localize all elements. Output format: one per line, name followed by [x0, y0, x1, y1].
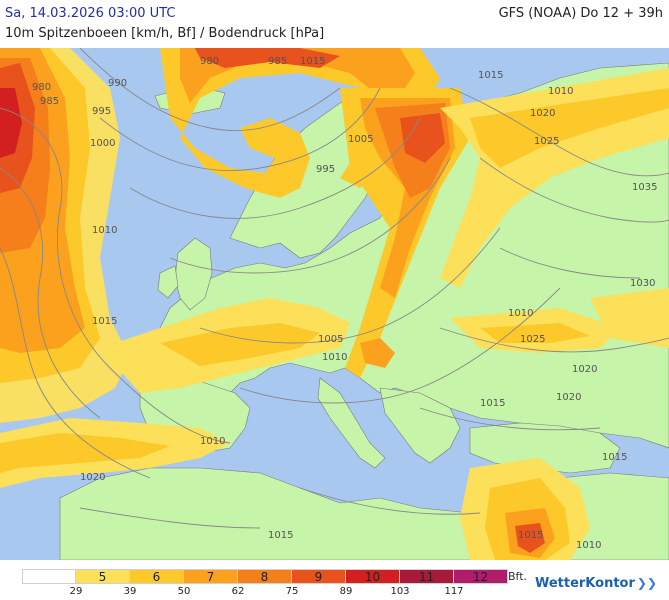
isobar-label: 1010: [92, 225, 117, 236]
wind-gust-shading: [0, 48, 669, 560]
model-run: GFS (NOAA) Do 12 + 39h: [498, 6, 663, 21]
isobar-label: 1010: [200, 436, 225, 447]
legend-tick: 75: [285, 586, 299, 597]
forecast-date: Sa, 14.03.2026 03:00 UTC: [5, 6, 176, 21]
isobar-label: 1010: [548, 86, 573, 97]
isobar-label: 1015: [268, 530, 293, 541]
isobar-label: 1015: [478, 70, 503, 81]
legend-box: 6: [130, 569, 184, 584]
legend-tick: 117: [444, 586, 464, 597]
legend-tick: 62: [231, 586, 245, 597]
isobar-label: 1015: [518, 530, 543, 541]
isobar-label: 980: [200, 56, 219, 67]
isobar-label: 1025: [520, 334, 545, 345]
isobar-label: 1015: [480, 398, 505, 409]
isobar-label: 980: [32, 82, 51, 93]
legend-tick: 89: [339, 586, 353, 597]
wind-icon: ❯❯: [636, 576, 657, 590]
map-header: Sa, 14.03.2026 03:00 UTC GFS (NOAA) Do 1…: [0, 0, 669, 46]
isobar-label: 985: [40, 96, 59, 107]
isobar-label: 990: [108, 78, 127, 89]
weather-map[interactable]: 980 985 990 995 1000 1010 1015 1020 1010…: [0, 48, 669, 560]
legend-kmh-ticks: 29 39 50 62 75 89 103 117: [22, 586, 512, 598]
isobars: [0, 48, 669, 529]
legend-box: 8: [238, 569, 292, 584]
wetterkontor-logo[interactable]: WetterKontor ❯❯: [535, 576, 657, 591]
isobar-label: 995: [316, 164, 335, 175]
legend-tick: 50: [177, 586, 191, 597]
legend-box: [22, 569, 76, 584]
legend-box: 7: [184, 569, 238, 584]
isobar-label: 1025: [534, 136, 559, 147]
isobar-label: 985: [268, 56, 287, 67]
isobar-label: 995: [92, 106, 111, 117]
isobar-label: 1020: [556, 392, 581, 403]
legend-box: 11: [400, 569, 454, 584]
brand-name: WetterKontor: [534, 576, 635, 591]
isobar-label: 1000: [90, 138, 115, 149]
gust-legend: 5 6 7 8 9 10 11 12 Bft. 29 39 50 62 75 8…: [0, 560, 669, 600]
isobar-label: 1015: [602, 452, 627, 463]
isobar-label: 1015: [300, 56, 325, 67]
isobar-label: 1010: [322, 352, 347, 363]
isobar-label: 1030: [630, 278, 655, 289]
isobar-label: 1020: [572, 364, 597, 375]
legend-tick: 39: [123, 586, 137, 597]
map-canvas: 980 985 990 995 1000 1010 1015 1020 1010…: [0, 48, 669, 560]
legend-unit: Bft.: [508, 570, 528, 583]
isobar-label: 1015: [92, 316, 117, 327]
legend-box: 9: [292, 569, 346, 584]
legend-box: 5: [76, 569, 130, 584]
map-subtitle: 10m Spitzenboeen [km/h, Bf] / Bodendruck…: [5, 26, 325, 41]
isobar-label: 1010: [508, 308, 533, 319]
legend-tick: 29: [69, 586, 83, 597]
isobar-label: 1020: [80, 472, 105, 483]
legend-color-bar: 5 6 7 8 9 10 11 12: [22, 569, 508, 584]
isobar-labels: 980 985 990 995 1000 1010 1015 1020 1010…: [32, 56, 657, 551]
legend-tick: 103: [390, 586, 410, 597]
legend-box: 10: [346, 569, 400, 584]
isobar-label: 1005: [318, 334, 343, 345]
legend-box: 12: [454, 569, 508, 584]
isobar-label: 1020: [530, 108, 555, 119]
isobar-label: 1035: [632, 182, 657, 193]
isobar-label: 1005: [348, 134, 373, 145]
isobar-label: 1010: [576, 540, 601, 551]
